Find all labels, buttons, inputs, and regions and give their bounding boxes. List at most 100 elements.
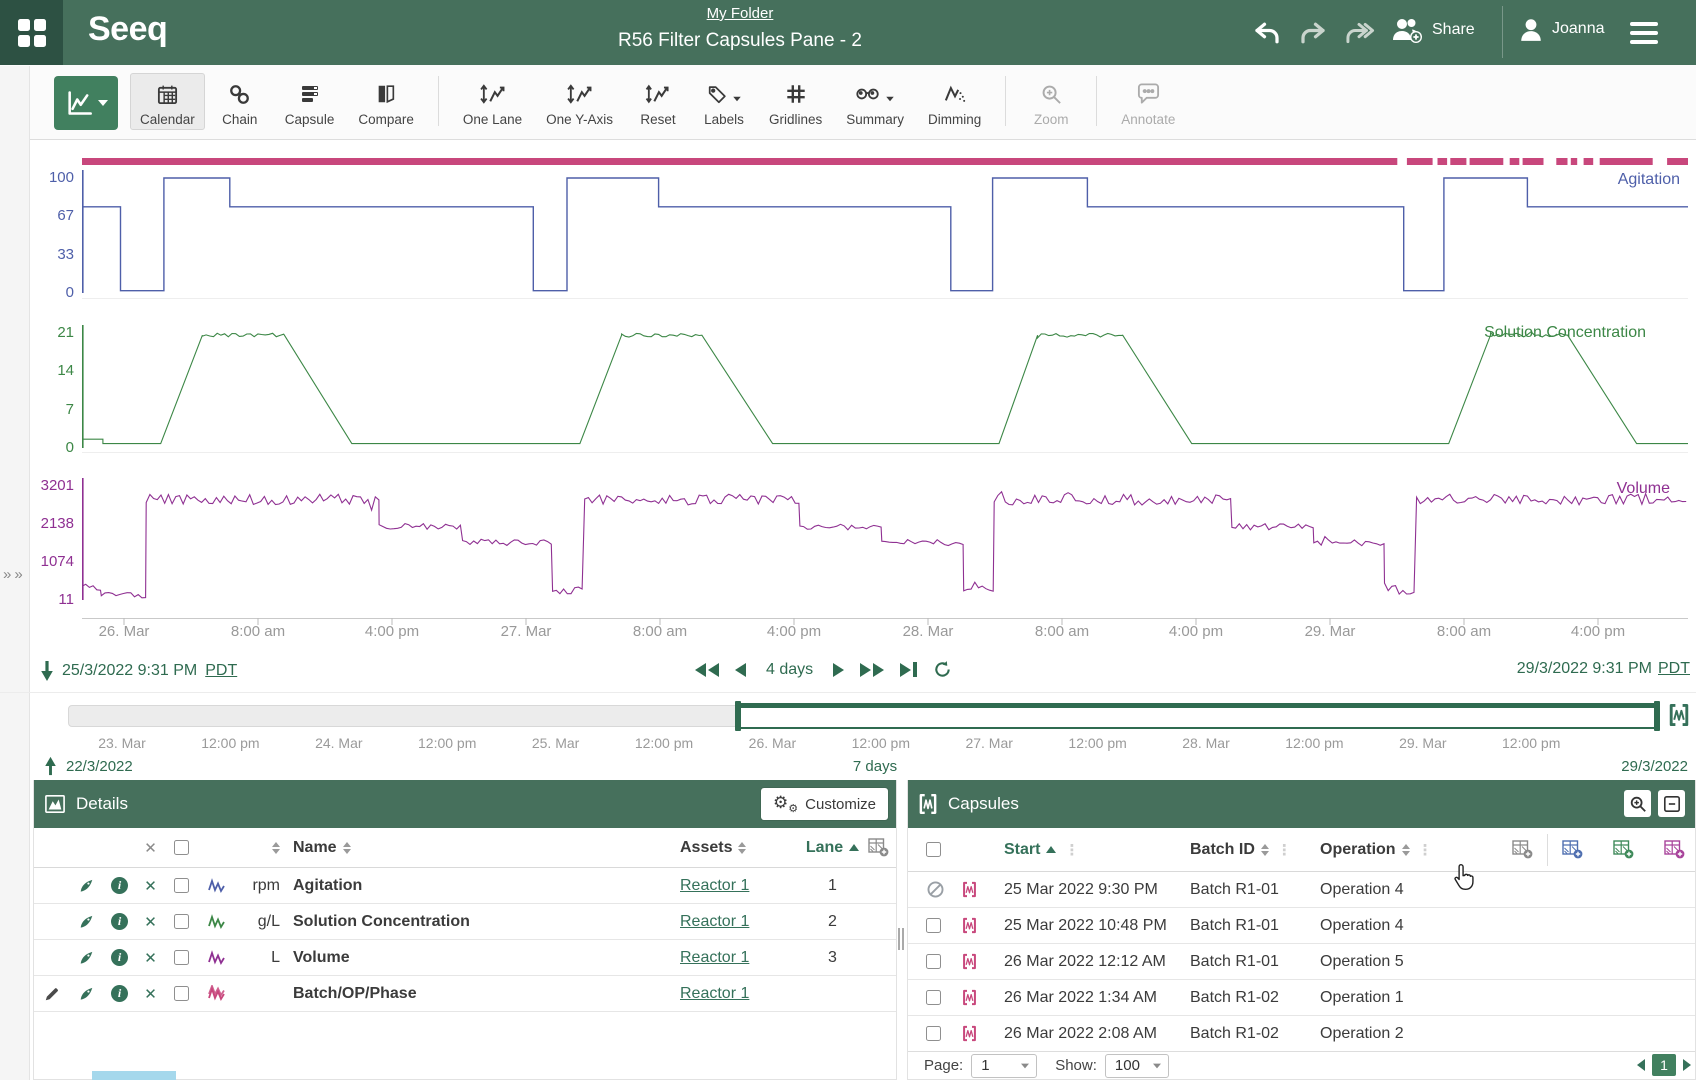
row-checkbox[interactable] bbox=[926, 918, 941, 933]
investigate-start[interactable]: 22/3/2022 bbox=[66, 758, 133, 775]
item-name[interactable]: Volume bbox=[280, 949, 680, 967]
one-y-axis-button[interactable]: One Y-Axis bbox=[536, 73, 623, 130]
step-back-fast-button[interactable] bbox=[695, 663, 719, 677]
asset-link[interactable]: Reactor 1 bbox=[680, 949, 749, 967]
column-menu-icon[interactable]: ⋮ bbox=[1277, 841, 1292, 859]
row-checkbox[interactable] bbox=[926, 990, 941, 1005]
timezone-link[interactable]: PDT bbox=[205, 662, 237, 680]
chart-svg[interactable] bbox=[82, 150, 1688, 628]
step-back-button[interactable] bbox=[735, 663, 746, 677]
column-batch-id[interactable]: Batch ID⋮ bbox=[1180, 841, 1310, 859]
page-select[interactable]: 1 bbox=[971, 1054, 1037, 1078]
refresh-icon[interactable] bbox=[933, 660, 952, 679]
summary-button[interactable]: Summary bbox=[836, 73, 914, 130]
column-operation[interactable]: Operation⋮ bbox=[1310, 841, 1470, 859]
remove-icon[interactable]: ✕ bbox=[144, 913, 157, 931]
series-solution-concentration[interactable] bbox=[82, 332, 1688, 444]
customize-button[interactable]: ⚙⚙ Customize bbox=[761, 788, 888, 820]
capsule-bar-segment[interactable] bbox=[1571, 158, 1577, 165]
info-icon[interactable]: i bbox=[111, 985, 128, 1002]
column-name[interactable]: Name bbox=[280, 839, 680, 857]
capsule-bar-segment[interactable] bbox=[1556, 158, 1567, 165]
labels-button[interactable]: Labels bbox=[693, 73, 755, 130]
zoom-to-capsule-button[interactable] bbox=[1624, 790, 1651, 817]
capsule-bar-segment[interactable] bbox=[1407, 158, 1433, 165]
column-menu-icon[interactable]: ⋮ bbox=[1064, 841, 1079, 859]
zoom-button[interactable]: Zoom bbox=[1020, 73, 1082, 130]
user-menu[interactable]: Joanna bbox=[1518, 16, 1605, 42]
row-checkbox[interactable] bbox=[174, 986, 189, 1001]
sort-icon[interactable] bbox=[343, 842, 351, 854]
capsule-bar-segment[interactable] bbox=[1470, 158, 1504, 165]
trend-chart[interactable] bbox=[82, 150, 1688, 628]
row-checkbox[interactable] bbox=[174, 914, 189, 929]
row-checkbox[interactable] bbox=[174, 950, 189, 965]
asset-link[interactable]: Reactor 1 bbox=[680, 877, 749, 895]
asset-link[interactable]: Reactor 1 bbox=[680, 913, 749, 931]
capsule-bar-segment[interactable] bbox=[82, 158, 1397, 165]
column-assets[interactable]: Assets bbox=[680, 839, 805, 857]
current-page-button[interactable]: 1 bbox=[1652, 1054, 1676, 1076]
rocket-icon[interactable] bbox=[78, 877, 95, 894]
arrow-down-icon[interactable] bbox=[40, 660, 54, 682]
capsule-bar-segment[interactable] bbox=[1584, 158, 1594, 165]
remove-all-icon[interactable]: ✕ bbox=[144, 839, 157, 857]
sort-icon[interactable] bbox=[1261, 844, 1269, 856]
scrubber-handle-left[interactable] bbox=[735, 701, 741, 731]
one-lane-button[interactable]: One Lane bbox=[453, 73, 532, 130]
item-name[interactable]: Batch/OP/Phase bbox=[280, 985, 680, 1003]
timezone-link[interactable]: PDT bbox=[1658, 660, 1690, 678]
rocket-icon[interactable] bbox=[78, 949, 95, 966]
item-name[interactable]: Agitation bbox=[280, 877, 680, 895]
scrubber-handle-right[interactable] bbox=[1654, 701, 1660, 731]
capsule-bar-segment[interactable] bbox=[1510, 158, 1520, 165]
gridlines-button[interactable]: Gridlines bbox=[759, 73, 832, 130]
info-icon[interactable]: i bbox=[111, 949, 128, 966]
capsule-button[interactable]: Capsule bbox=[275, 73, 345, 130]
add-property-column-icon[interactable] bbox=[1664, 840, 1685, 859]
edit-icon[interactable] bbox=[44, 986, 60, 1002]
compare-button[interactable]: Compare bbox=[348, 73, 424, 130]
hamburger-menu-icon[interactable] bbox=[1630, 22, 1658, 49]
next-page-icon[interactable] bbox=[1683, 1059, 1691, 1071]
add-signal-column-icon[interactable] bbox=[1562, 840, 1583, 859]
info-icon[interactable]: i bbox=[111, 877, 128, 894]
info-icon[interactable]: i bbox=[111, 913, 128, 930]
column-lane[interactable]: Lane bbox=[805, 839, 860, 857]
sort-icon[interactable] bbox=[272, 842, 280, 854]
row-checkbox[interactable] bbox=[174, 878, 189, 893]
trend-view-selector[interactable] bbox=[54, 76, 118, 130]
capsule-time-icon[interactable] bbox=[1668, 703, 1690, 727]
duration-label[interactable]: 4 days bbox=[766, 661, 813, 679]
capsule-bar-segment[interactable] bbox=[1600, 158, 1653, 165]
capsule-bar-segment[interactable] bbox=[1450, 158, 1466, 165]
step-forward-fast-button[interactable] bbox=[860, 663, 884, 677]
rocket-icon[interactable] bbox=[78, 985, 95, 1002]
collapse-panel-button[interactable] bbox=[1658, 790, 1685, 817]
rocket-icon[interactable] bbox=[78, 913, 95, 930]
investigate-end[interactable]: 29/3/2022 bbox=[1621, 758, 1688, 775]
undo-icon[interactable] bbox=[1250, 16, 1284, 50]
column-start[interactable]: Start⋮ bbox=[994, 841, 1180, 859]
scrubber-selection[interactable] bbox=[739, 703, 1658, 729]
asset-link[interactable]: Reactor 1 bbox=[680, 985, 749, 1003]
dimming-button[interactable]: Dimming bbox=[918, 73, 991, 130]
prev-page-icon[interactable] bbox=[1637, 1059, 1645, 1071]
row-checkbox[interactable] bbox=[926, 954, 941, 969]
capsule-bar-segment[interactable] bbox=[1667, 158, 1688, 165]
capsule-bar-segment[interactable] bbox=[1438, 158, 1448, 165]
series-agitation[interactable] bbox=[82, 178, 1688, 291]
annotate-button[interactable]: Annotate bbox=[1111, 73, 1185, 130]
show-select[interactable]: 100 bbox=[1105, 1054, 1169, 1078]
remove-icon[interactable]: ✕ bbox=[144, 949, 157, 967]
capsule-bar-segment[interactable] bbox=[1523, 158, 1544, 165]
add-condition-column-icon[interactable] bbox=[1613, 840, 1634, 859]
arrow-up-icon[interactable] bbox=[44, 756, 57, 776]
row-checkbox[interactable] bbox=[926, 1026, 941, 1041]
share-button[interactable]: Share bbox=[1390, 16, 1475, 44]
my-folder-link[interactable]: My Folder bbox=[707, 5, 774, 22]
select-all-checkbox[interactable] bbox=[174, 840, 189, 855]
redo-all-icon[interactable] bbox=[1342, 16, 1376, 50]
item-name[interactable]: Solution Concentration bbox=[280, 913, 680, 931]
step-to-end-button[interactable] bbox=[900, 662, 917, 677]
